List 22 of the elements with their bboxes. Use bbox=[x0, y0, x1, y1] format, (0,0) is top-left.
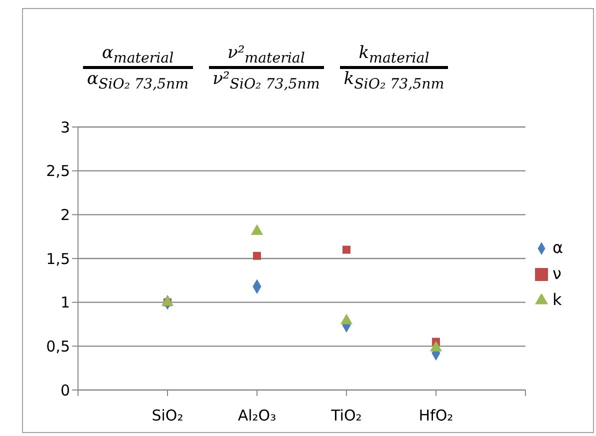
point bbox=[342, 246, 350, 254]
y-tick-label: 1,5 bbox=[46, 250, 70, 268]
y-tick-label: 0 bbox=[60, 381, 70, 400]
text: ν²$_{material}$ bbox=[226, 43, 306, 66]
x-tick-label: Al₂O₃ bbox=[238, 406, 276, 425]
legend-label: k bbox=[552, 290, 562, 309]
text: α$_{SiO₂ 73,5nm}$ bbox=[86, 69, 190, 93]
legend-label: α bbox=[552, 238, 563, 257]
text: ν²$_{SiO₂ 73,5nm}$ bbox=[212, 69, 321, 93]
point bbox=[252, 252, 261, 260]
y-tick-label: 2 bbox=[60, 206, 70, 224]
text: k$_{SiO₂ 73,5nm}$ bbox=[342, 69, 446, 93]
legend-label: ν bbox=[552, 264, 562, 283]
y-tick-label: 0,5 bbox=[46, 337, 70, 356]
x-tick-label: HfO₂ bbox=[418, 406, 454, 425]
x-tick-label: SiO₂ bbox=[152, 406, 184, 425]
y-tick-label: 3 bbox=[60, 118, 70, 136]
y-tick-label: 1 bbox=[60, 294, 70, 312]
x-tick-label: TiO₂ bbox=[330, 406, 362, 425]
text: k$_{material}$ bbox=[358, 43, 430, 66]
text: α$_{material}$ bbox=[100, 43, 175, 66]
y-tick-label: 2,5 bbox=[46, 162, 70, 180]
